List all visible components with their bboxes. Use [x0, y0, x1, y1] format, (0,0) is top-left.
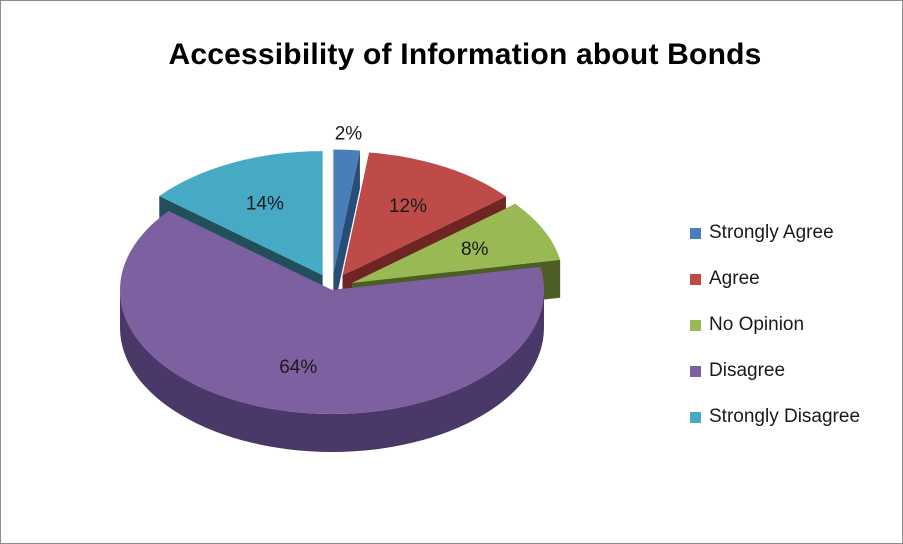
data-label-strongly-agree: 2% [335, 124, 363, 145]
pie-labels: 2% 12% 8% 64% 14% [246, 124, 489, 378]
legend-label: Strongly Agree [709, 222, 834, 243]
pie-side-strongly-agree [333, 150, 360, 312]
legend-item-agree: Agree [690, 256, 860, 302]
data-label-strongly-disagree: 14% [246, 193, 284, 214]
pie-slice-strongly-disagree [159, 151, 323, 276]
legend-item-no-opinion: No Opinion [690, 302, 860, 348]
pie-side-disagree [120, 290, 544, 452]
legend-swatch [690, 365, 701, 377]
legend-swatch [690, 319, 701, 331]
pie-tops [119, 149, 561, 414]
pie-slice-agree [342, 152, 506, 276]
legend-label: Disagree [709, 360, 786, 381]
data-label-no-opinion: 8% [461, 239, 489, 260]
legend-item-strongly-agree: Strongly Agree [690, 210, 860, 256]
pie-slice-disagree [119, 210, 544, 414]
legend-label: Strongly Disagree [709, 406, 861, 427]
data-label-agree: 12% [389, 196, 427, 217]
legend-item-strongly-disagree: Strongly Disagree [690, 394, 860, 440]
legend-swatch [690, 411, 701, 423]
legend-label: No Opinion [709, 314, 805, 335]
pie-slice-strongly-agree [333, 149, 360, 274]
legend: Strongly Agree Agree No Opinion Disagree… [690, 210, 860, 440]
legend-label: Agree [709, 268, 760, 289]
legend-item-disagree: Disagree [690, 348, 860, 394]
legend-swatch [690, 273, 701, 285]
data-label-disagree: 64% [279, 357, 317, 378]
pie-slice-no-opinion [351, 203, 561, 283]
chart-title: Accessibility of Information about Bonds [168, 38, 762, 71]
legend-swatch [690, 227, 701, 239]
